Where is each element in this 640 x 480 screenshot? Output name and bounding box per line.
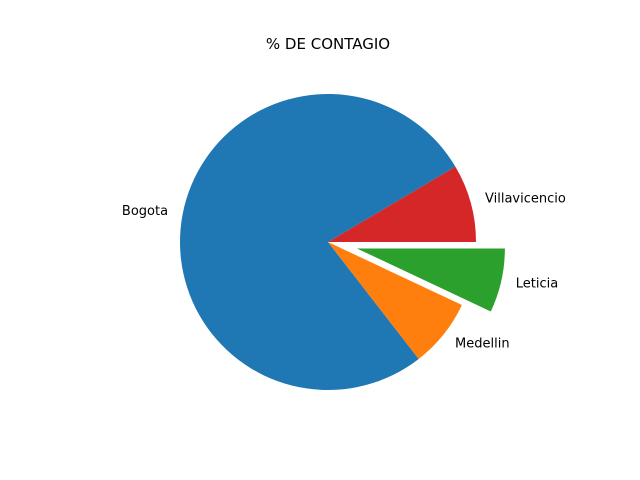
chart-title: % DE CONTAGIO bbox=[266, 35, 390, 53]
pie-slice-leticia bbox=[356, 248, 505, 312]
pie-label-bogota: Bogota bbox=[122, 204, 168, 219]
pie-slice-villavicencio bbox=[328, 166, 476, 242]
pie-label-medellin: Medellin bbox=[455, 336, 510, 351]
pie-slice-medellin bbox=[328, 242, 462, 359]
pie-label-villavicencio: Villavicencio bbox=[485, 192, 566, 207]
pie-slice-bogota bbox=[180, 93, 456, 391]
pie-label-leticia: Leticia bbox=[516, 276, 558, 291]
pie-slices bbox=[180, 93, 505, 391]
pie-labels: Villavicencio Bogota Medellin Leticia bbox=[122, 192, 566, 352]
